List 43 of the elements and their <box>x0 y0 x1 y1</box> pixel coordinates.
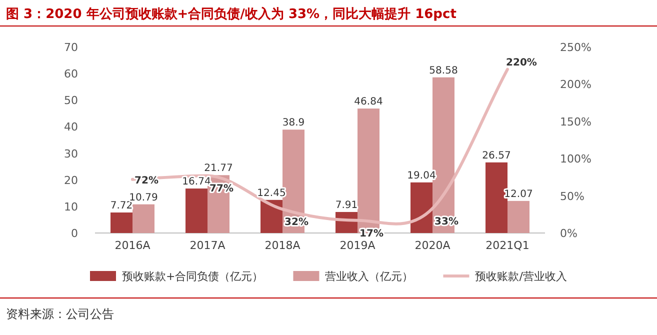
data-label: 72% <box>134 175 158 186</box>
data-label: 17% <box>360 228 384 240</box>
data-label: 21.77 <box>204 163 233 174</box>
y2-tick-label: 250% <box>560 41 592 54</box>
x-tick-label: 2020A <box>414 239 451 252</box>
data-label: 38.9 <box>282 118 305 129</box>
y-tick-label: 20 <box>64 174 78 187</box>
y-tick-label: 70 <box>64 41 78 54</box>
data-label: 220% <box>506 57 537 68</box>
x-tick-label: 2018A <box>264 239 301 252</box>
y2-tick-label: 150% <box>560 115 592 128</box>
legend-label: 营业收入（亿元） <box>325 270 414 283</box>
y2-tick-label: 100% <box>560 152 592 166</box>
y2-tick-label: 200% <box>560 78 592 92</box>
y-tick-label: 0 <box>71 227 78 240</box>
data-label: 16.74 <box>182 176 211 188</box>
bar <box>260 200 282 233</box>
data-label: 26.57 <box>482 150 511 162</box>
x-tick-label: 2017A <box>190 239 226 252</box>
data-label: 58.58 <box>429 65 458 76</box>
bar <box>508 200 530 233</box>
legend-label: 预收账款+合同负债（亿元） <box>122 270 264 283</box>
x-tick-label: 2019A <box>340 239 376 252</box>
x-tick-label: 2016A <box>114 239 151 252</box>
y2-tick-label: 0% <box>560 227 578 240</box>
y-tick-label: 50 <box>64 94 78 108</box>
data-label: 19.04 <box>407 170 436 182</box>
x-tick-label: 2021Q1 <box>486 239 530 252</box>
y-tick-label: 60 <box>64 68 78 81</box>
legend-label: 预收账款/营业收入 <box>475 270 567 283</box>
bar <box>132 204 154 233</box>
y-tick-label: 40 <box>64 120 78 134</box>
bar <box>410 182 432 233</box>
y2-tick-label: 50% <box>560 190 584 203</box>
bar <box>186 188 208 233</box>
y-tick-label: 30 <box>64 147 78 160</box>
data-label: 12.45 <box>257 188 286 199</box>
text: 资料来源：公司公告 <box>6 307 114 321</box>
data-label: 7.91 <box>335 200 358 211</box>
bar <box>110 212 132 233</box>
data-label: 46.84 <box>354 96 383 108</box>
y-tick-label: 10 <box>64 200 78 214</box>
title: 图 3：2020 年公司预收账款+合同负债/收入为 33%，同比大幅提升 16pct <box>6 7 456 22</box>
